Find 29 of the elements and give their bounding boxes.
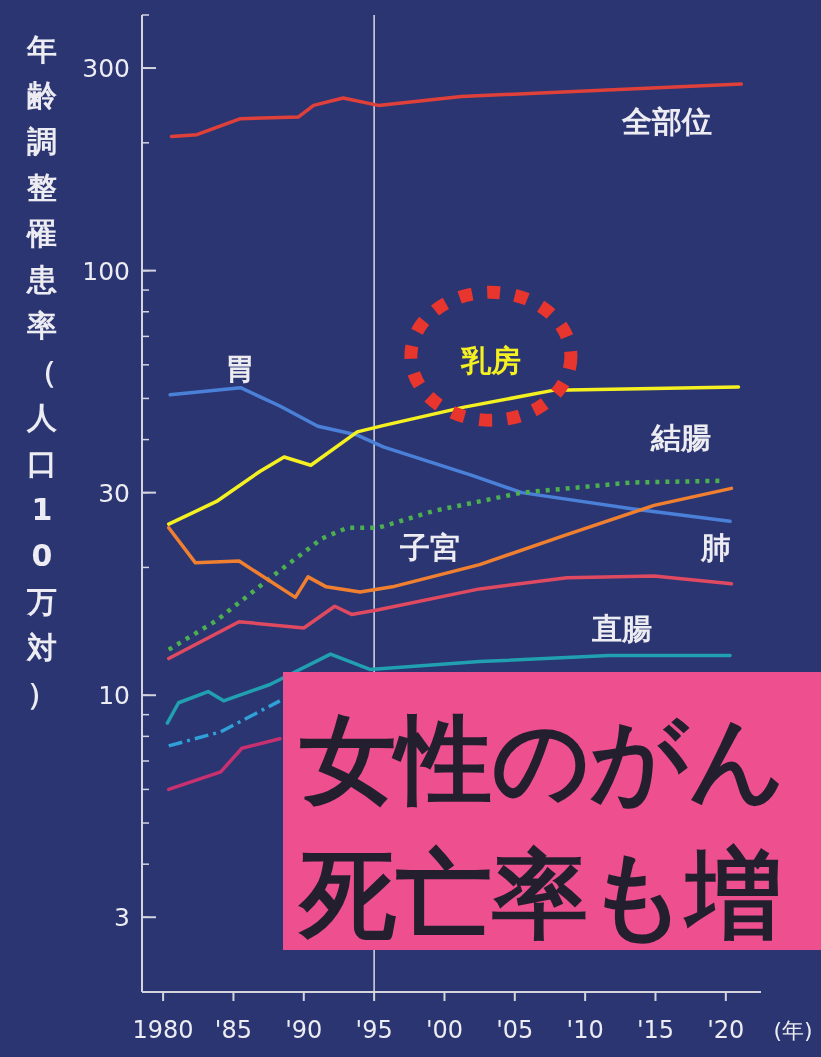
annotation: 死亡率も増 (297, 839, 782, 951)
series-label: 直腸 (590, 610, 652, 646)
line-series (166, 486, 734, 600)
y-tick-label: 3 (114, 903, 130, 933)
series-label: 結腸 (649, 420, 711, 456)
x-tick-label: '20 (707, 1016, 745, 1044)
x-axis-title: (年) (773, 1018, 813, 1043)
y-tick-label: 100 (82, 256, 130, 286)
series-label: 乳房 (459, 343, 521, 379)
series-label: 子宮 (399, 530, 461, 566)
x-tick-label: '95 (355, 1016, 393, 1044)
series-label: 全部位 (620, 104, 712, 140)
y-tick-label: 10 (98, 681, 130, 711)
series-label: 肺 (699, 530, 731, 566)
line-series (166, 574, 734, 661)
line-series (169, 82, 744, 139)
y-tick-label: 300 (82, 54, 130, 84)
x-tick-label: '10 (566, 1016, 604, 1044)
x-tick-label: '05 (496, 1016, 534, 1044)
line-series (166, 736, 282, 792)
annotation: 女性のがん (300, 704, 786, 816)
x-tick-label: '15 (636, 1016, 675, 1044)
x-tick-label: 1980 (132, 1016, 194, 1044)
y-tick-label: 30 (98, 478, 130, 508)
series-label: 胃 (225, 350, 256, 386)
x-tick-label: '90 (285, 1016, 323, 1044)
x-tick-label: '85 (214, 1016, 253, 1044)
text: 年齢調整罹患率（人口10万対） (27, 32, 57, 711)
x-tick-label: '00 (425, 1016, 464, 1044)
